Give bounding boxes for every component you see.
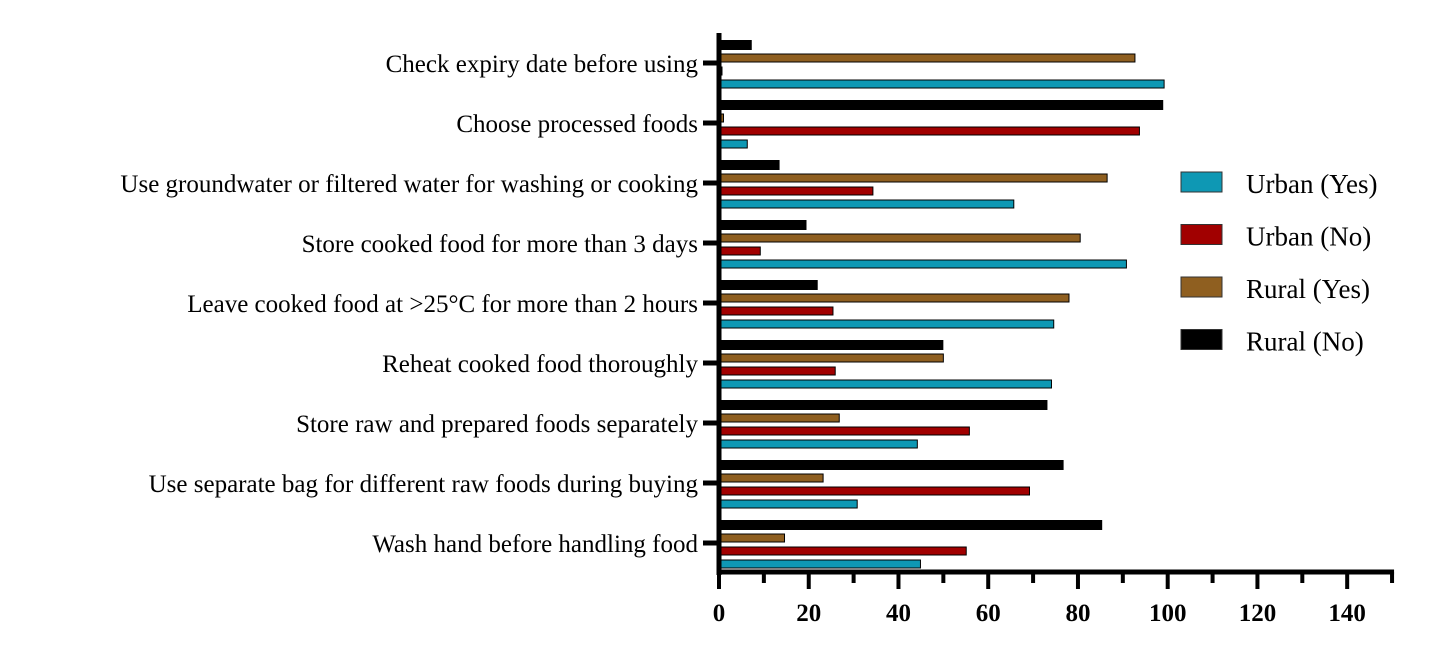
bar-rural-yes-6 xyxy=(720,413,840,423)
x-tick-label: 60 xyxy=(976,600,1001,627)
bar-urban-no-8 xyxy=(720,546,967,556)
bar-urban-no-6 xyxy=(720,426,970,436)
bar-urban-yes-0 xyxy=(720,79,1165,89)
bar-urban-yes-3 xyxy=(720,259,1127,269)
legend-label: Rural (No) xyxy=(1246,327,1364,357)
x-tick-label: 0 xyxy=(713,600,726,627)
x-tick-label: 20 xyxy=(796,600,821,627)
legend-label: Rural (Yes) xyxy=(1246,274,1370,304)
category-label: Choose processed foods xyxy=(456,111,698,138)
bar-urban-yes-6 xyxy=(720,439,918,449)
x-tick-label: 140 xyxy=(1328,600,1366,627)
bar-rural-no-2 xyxy=(721,160,780,170)
x-tick-label: 100 xyxy=(1149,600,1187,627)
axes-layer xyxy=(703,33,1395,589)
x-tick-labels: 0 20 40 60 80 100 120 140 xyxy=(713,600,1366,627)
bar-urban-yes-7 xyxy=(720,499,858,509)
legend-swatch xyxy=(1180,329,1223,350)
bar-rural-no-6 xyxy=(721,400,1048,410)
bar-urban-no-2 xyxy=(720,186,874,196)
bar-urban-yes-5 xyxy=(720,379,1052,389)
legend-swatch xyxy=(1180,171,1223,193)
bar-urban-yes-2 xyxy=(720,199,1015,209)
bar-rural-yes-0 xyxy=(720,53,1136,63)
category-label: Reheat cooked food thoroughly xyxy=(382,351,698,378)
bar-rural-yes-5 xyxy=(720,353,944,363)
bar-rural-no-1 xyxy=(721,100,1164,110)
legend-swatch xyxy=(1180,276,1223,298)
category-label: Check expiry date before using xyxy=(386,51,699,78)
category-label: Store cooked food for more than 3 days xyxy=(302,231,698,258)
bar-rural-yes-4 xyxy=(720,293,1070,303)
bar-rural-no-8 xyxy=(721,520,1103,530)
bar-urban-no-7 xyxy=(720,486,1031,496)
bar-urban-no-3 xyxy=(720,246,761,256)
category-label: Use groundwater or filtered water for wa… xyxy=(120,171,698,198)
bar-urban-yes-1 xyxy=(720,139,748,149)
bar-rural-yes-2 xyxy=(720,173,1108,183)
category-label: Wash hand before handling food xyxy=(372,531,698,558)
category-label: Store raw and prepared foods separately xyxy=(296,411,698,438)
bar-urban-no-1 xyxy=(720,126,1140,136)
category-label: Use separate bag for different raw foods… xyxy=(149,471,699,498)
legend: Urban (Yes) Urban (No) Rural (Yes) Rural (N… xyxy=(1180,169,1378,357)
bar-urban-no-4 xyxy=(720,306,834,316)
category-labels: Check expiry date before using Choose pro… xyxy=(120,51,698,558)
legend-swatch xyxy=(1180,224,1223,245)
bars-layer xyxy=(720,40,1165,569)
x-tick-label: 120 xyxy=(1239,600,1277,627)
bar-urban-yes-4 xyxy=(720,319,1055,329)
x-tick-label: 80 xyxy=(1065,600,1090,627)
legend-label: Urban (Yes) xyxy=(1246,169,1378,199)
bar-urban-yes-8 xyxy=(720,559,921,569)
bar-rural-yes-3 xyxy=(720,233,1081,243)
category-label: Leave cooked food at >25°C for more than… xyxy=(187,291,698,318)
legend-label: Urban (No) xyxy=(1246,222,1371,252)
bar-rural-no-0 xyxy=(721,40,752,50)
bar-rural-no-4 xyxy=(721,280,818,290)
bar-rural-no-3 xyxy=(721,220,807,230)
bar-rural-no-7 xyxy=(721,460,1064,470)
bar-urban-no-5 xyxy=(720,366,836,376)
x-tick-label: 40 xyxy=(886,600,911,627)
bar-rural-yes-8 xyxy=(720,533,786,543)
bar-rural-yes-7 xyxy=(720,473,824,483)
bar-rural-no-5 xyxy=(721,340,944,350)
